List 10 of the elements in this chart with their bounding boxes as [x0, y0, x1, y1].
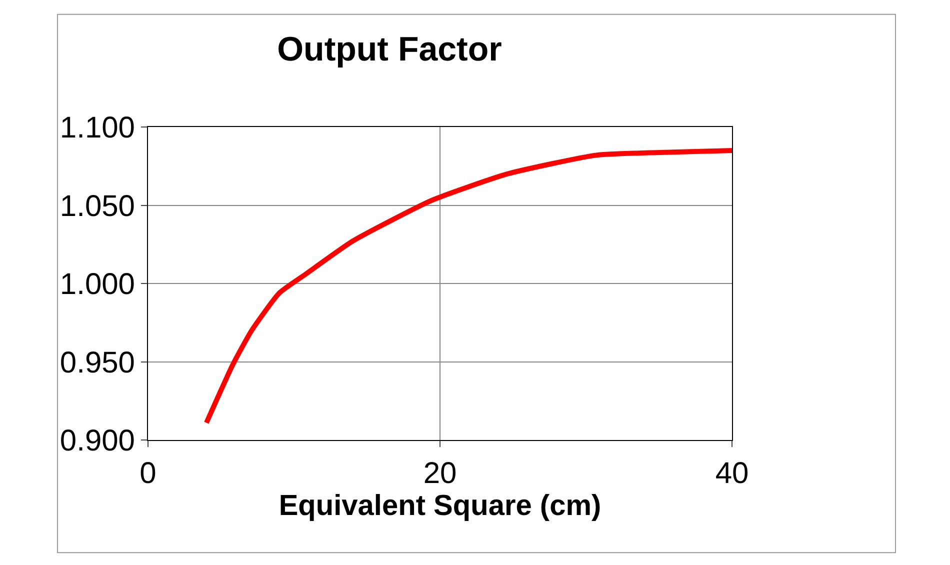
x-tick-label: 0	[140, 457, 156, 490]
x-axis-title: Equivalent Square (cm)	[278, 490, 602, 522]
x-tick-label: 40	[715, 457, 749, 490]
y-tick-label: 1.050	[60, 190, 135, 223]
y-tick-label: 1.000	[60, 268, 135, 301]
y-tick-label: 0.900	[60, 424, 135, 458]
x-tick-label: 20	[423, 457, 457, 490]
y-tick-label: 1.100	[60, 112, 135, 144]
chart-title: Output Factor	[277, 30, 502, 69]
y-tick-label: 0.950	[60, 346, 135, 380]
